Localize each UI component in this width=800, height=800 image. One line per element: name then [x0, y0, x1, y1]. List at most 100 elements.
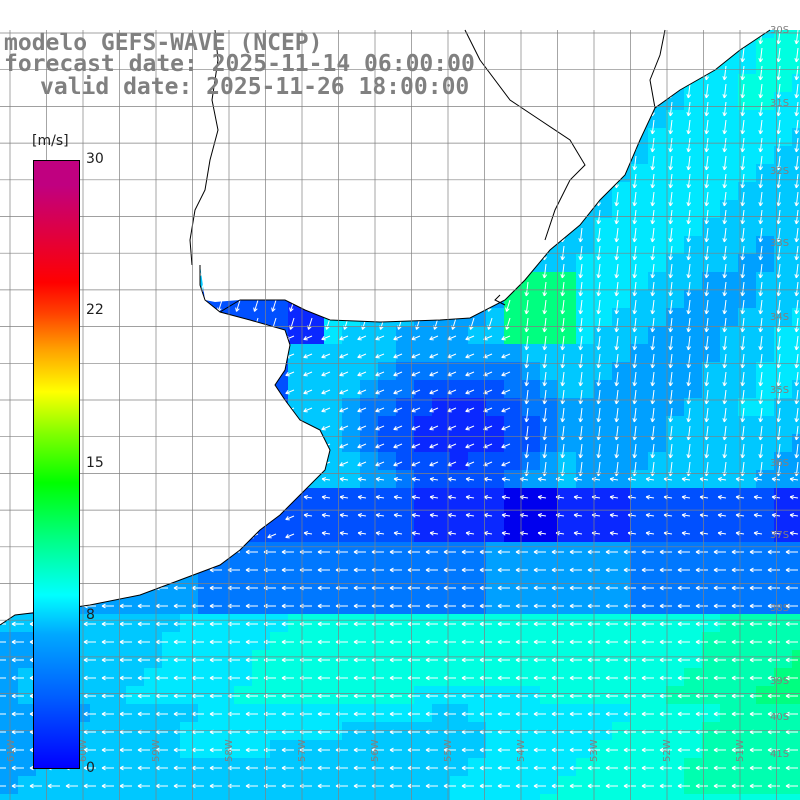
wind-speed-cell	[324, 542, 342, 560]
wind-speed-cell	[378, 452, 396, 470]
wind-speed-cell	[612, 758, 630, 776]
wind-speed-cell	[468, 488, 486, 506]
wind-speed-cell	[468, 362, 486, 380]
wind-speed-cell	[396, 578, 414, 596]
wind-speed-cell	[774, 506, 792, 524]
wind-speed-cell	[162, 794, 180, 800]
wind-speed-cell	[450, 740, 468, 758]
wind-speed-cell	[684, 722, 702, 740]
wind-speed-cell	[126, 614, 144, 632]
wind-speed-cell	[756, 704, 774, 722]
wind-speed-cell	[54, 776, 72, 794]
wind-speed-cell	[468, 704, 486, 722]
wind-speed-cell	[522, 524, 540, 542]
wind-speed-cell	[252, 614, 270, 632]
wind-speed-cell	[342, 578, 360, 596]
wind-speed-cell	[270, 650, 288, 668]
wind-speed-cell	[504, 470, 522, 488]
wind-arrow	[722, 65, 728, 81]
wind-speed-cell	[450, 416, 468, 434]
wind-speed-cell	[792, 236, 800, 254]
wind-speed-cell	[18, 668, 36, 686]
wind-arrow	[722, 173, 728, 189]
wind-speed-cell	[558, 686, 576, 704]
wind-speed-cell	[540, 632, 558, 650]
wind-speed-cell	[756, 596, 774, 614]
wind-speed-cell	[180, 650, 198, 668]
wind-speed-cell	[504, 794, 522, 800]
wind-arrow	[722, 263, 728, 279]
wind-arrow	[596, 209, 602, 225]
wind-speed-cell	[180, 704, 198, 722]
wind-arrow	[722, 191, 728, 207]
wind-speed-cell	[594, 650, 612, 668]
wind-speed-cell	[360, 344, 378, 362]
wind-speed-cell	[594, 488, 612, 506]
wind-arrow	[704, 299, 710, 315]
wind-speed-cell	[396, 560, 414, 578]
wind-speed-cell	[738, 776, 756, 794]
wind-speed-cell	[396, 668, 414, 686]
wind-arrow	[686, 83, 692, 99]
wind-speed-cell	[540, 488, 558, 506]
wind-speed-cell	[432, 506, 450, 524]
wind-speed-cell	[504, 488, 522, 506]
wind-arrow	[776, 119, 782, 135]
wind-speed-cell	[792, 398, 800, 416]
wind-speed-cell	[666, 758, 684, 776]
wind-speed-cell	[90, 686, 108, 704]
wind-arrow	[235, 299, 241, 312]
wind-speed-cell	[324, 398, 342, 416]
wind-speed-cell	[666, 686, 684, 704]
wind-speed-cell	[144, 668, 162, 686]
wind-speed-cell	[162, 704, 180, 722]
wind-speed-cell	[432, 686, 450, 704]
wind-speed-cell	[234, 596, 252, 614]
wind-speed-cell	[414, 362, 432, 380]
wind-speed-cell	[576, 776, 594, 794]
wind-speed-cell	[342, 668, 360, 686]
wind-speed-cell	[486, 668, 504, 686]
wind-speed-cell	[576, 794, 594, 800]
wind-speed-cell	[36, 776, 54, 794]
wind-speed-cell	[180, 740, 198, 758]
wind-speed-cell	[612, 596, 630, 614]
wind-speed-cell	[648, 740, 666, 758]
wind-speed-cell	[252, 794, 270, 800]
wind-speed-cell	[216, 686, 234, 704]
wind-speed-cell	[486, 524, 504, 542]
wind-speed-cell	[792, 416, 800, 434]
wind-speed-cell	[54, 794, 72, 800]
wind-speed-cell	[198, 776, 216, 794]
wind-speed-cell	[486, 560, 504, 578]
wind-speed-cell	[126, 668, 144, 686]
wind-speed-cell	[432, 524, 450, 542]
wind-speed-cell	[324, 524, 342, 542]
wind-arrow	[758, 281, 764, 297]
wind-arrow	[740, 227, 746, 243]
wind-speed-cell	[504, 434, 522, 452]
wind-speed-cell	[162, 740, 180, 758]
wind-speed-cell	[162, 722, 180, 740]
wind-speed-cell	[198, 578, 216, 596]
wind-speed-cell	[414, 560, 432, 578]
wind-speed-cell	[540, 614, 558, 632]
wind-speed-cell	[0, 740, 18, 758]
wind-speed-cell	[396, 632, 414, 650]
latitude-label: 41S	[770, 749, 789, 760]
wind-speed-cell	[468, 434, 486, 452]
wind-speed-cell	[432, 578, 450, 596]
wind-speed-cell	[504, 758, 522, 776]
wind-arrow	[740, 101, 746, 117]
wind-speed-cell	[774, 650, 792, 668]
wind-speed-cell	[612, 542, 630, 560]
wind-speed-cell	[270, 632, 288, 650]
wind-arrow	[650, 191, 656, 207]
wind-speed-cell	[306, 506, 324, 524]
wind-speed-cell	[270, 686, 288, 704]
wind-speed-cell	[288, 560, 306, 578]
wind-speed-cell	[702, 506, 720, 524]
longitude-label: 55W	[443, 739, 454, 762]
wind-speed-cell	[270, 740, 288, 758]
wind-speed-cell	[450, 488, 468, 506]
